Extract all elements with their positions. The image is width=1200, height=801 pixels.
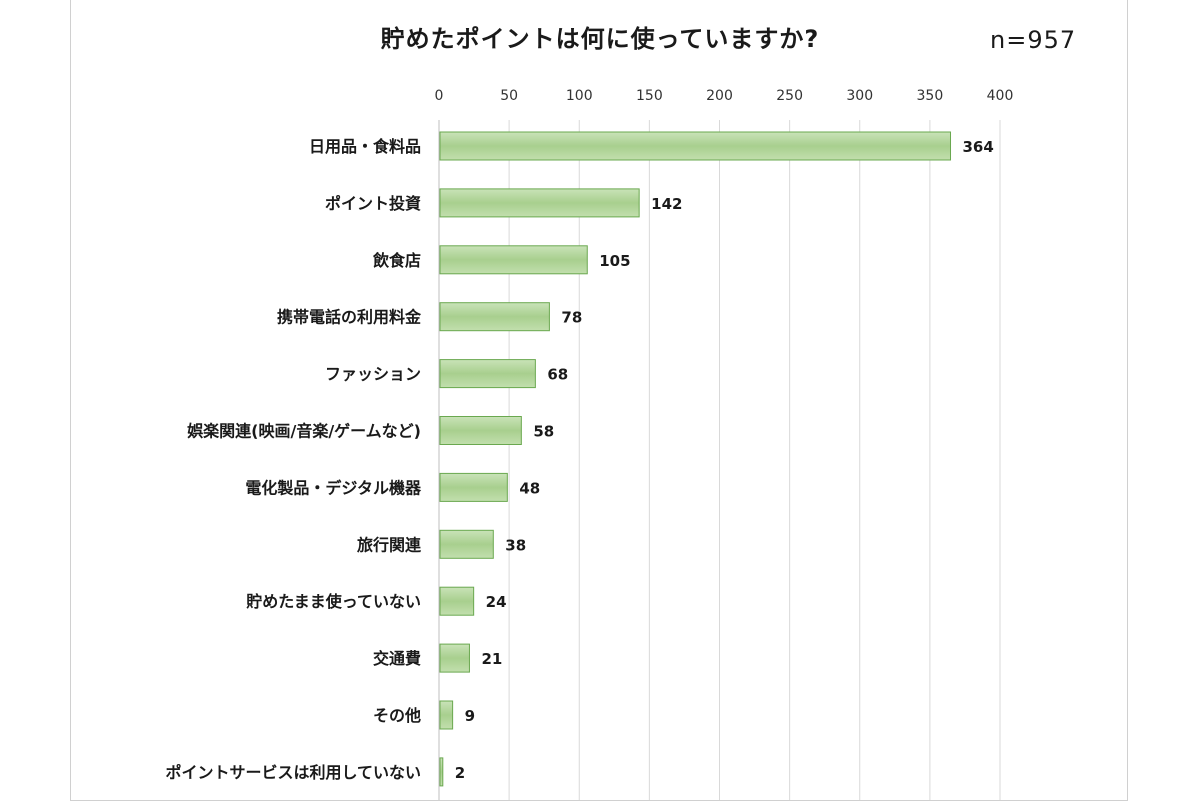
bar [439,131,952,161]
x-tick-label: 0 [435,88,444,104]
bar [439,416,522,445]
data-label: 38 [505,536,526,554]
data-label: 78 [561,309,582,327]
sample-size-label: n=957 [990,26,1077,54]
category-label: 飲食店 [372,251,421,270]
data-label: 24 [486,593,507,611]
category-label: 貯めたまま使っていない [246,592,421,611]
bar [439,700,454,730]
x-tick-label: 150 [636,88,663,104]
gridlines [438,120,1001,800]
bar [439,643,470,673]
category-label: 日用品・食料品 [309,137,421,156]
bar [439,302,550,332]
x-tick-label: 350 [917,88,944,104]
bar [439,245,588,275]
x-tick-label: 200 [706,88,733,104]
category-label: ポイント投資 [325,194,421,213]
bar [439,359,536,389]
chart-title: 貯めたポイントは何に使っていますか? [380,25,820,53]
bars [439,131,952,787]
category-label: 交通費 [373,649,421,668]
bar [439,472,508,502]
data-label: 68 [547,366,568,384]
x-tick-label: 250 [776,88,803,104]
category-label: 旅行関連 [357,535,422,554]
x-axis-ticks: 0 50 100 150 200 250 300 350 400 [435,88,1014,104]
category-label: ポイントサービスは利用していない [165,763,421,782]
data-label: 21 [481,650,502,668]
x-tick-label: 300 [846,88,873,104]
x-tick-label: 100 [566,88,593,104]
data-label: 9 [465,707,475,725]
category-label: ファッション [325,365,421,384]
data-label: 142 [651,195,682,213]
category-label: その他 [373,706,421,725]
bar [439,188,640,218]
bar [439,757,444,787]
data-label: 364 [963,138,994,156]
data-label: 48 [519,479,540,497]
data-label: 58 [533,423,554,441]
category-label: 携帯電話の利用料金 [277,308,422,327]
x-tick-label: 400 [987,88,1014,104]
bar [439,529,494,559]
category-labels: 日用品・食料品ポイント投資飲食店携帯電話の利用料金ファッション娯楽関連(映画/音… [165,137,422,782]
category-label: 娯楽関連(映画/音楽/ゲームなど) [187,422,421,441]
data-labels: 364 142 105 78 68 58 48 38 24 21 9 2 [455,138,994,782]
bar [439,586,475,616]
data-label: 105 [599,252,630,270]
x-tick-label: 50 [500,88,518,104]
category-label: 電化製品・デジタル機器 [245,478,422,497]
data-label: 2 [455,764,465,782]
